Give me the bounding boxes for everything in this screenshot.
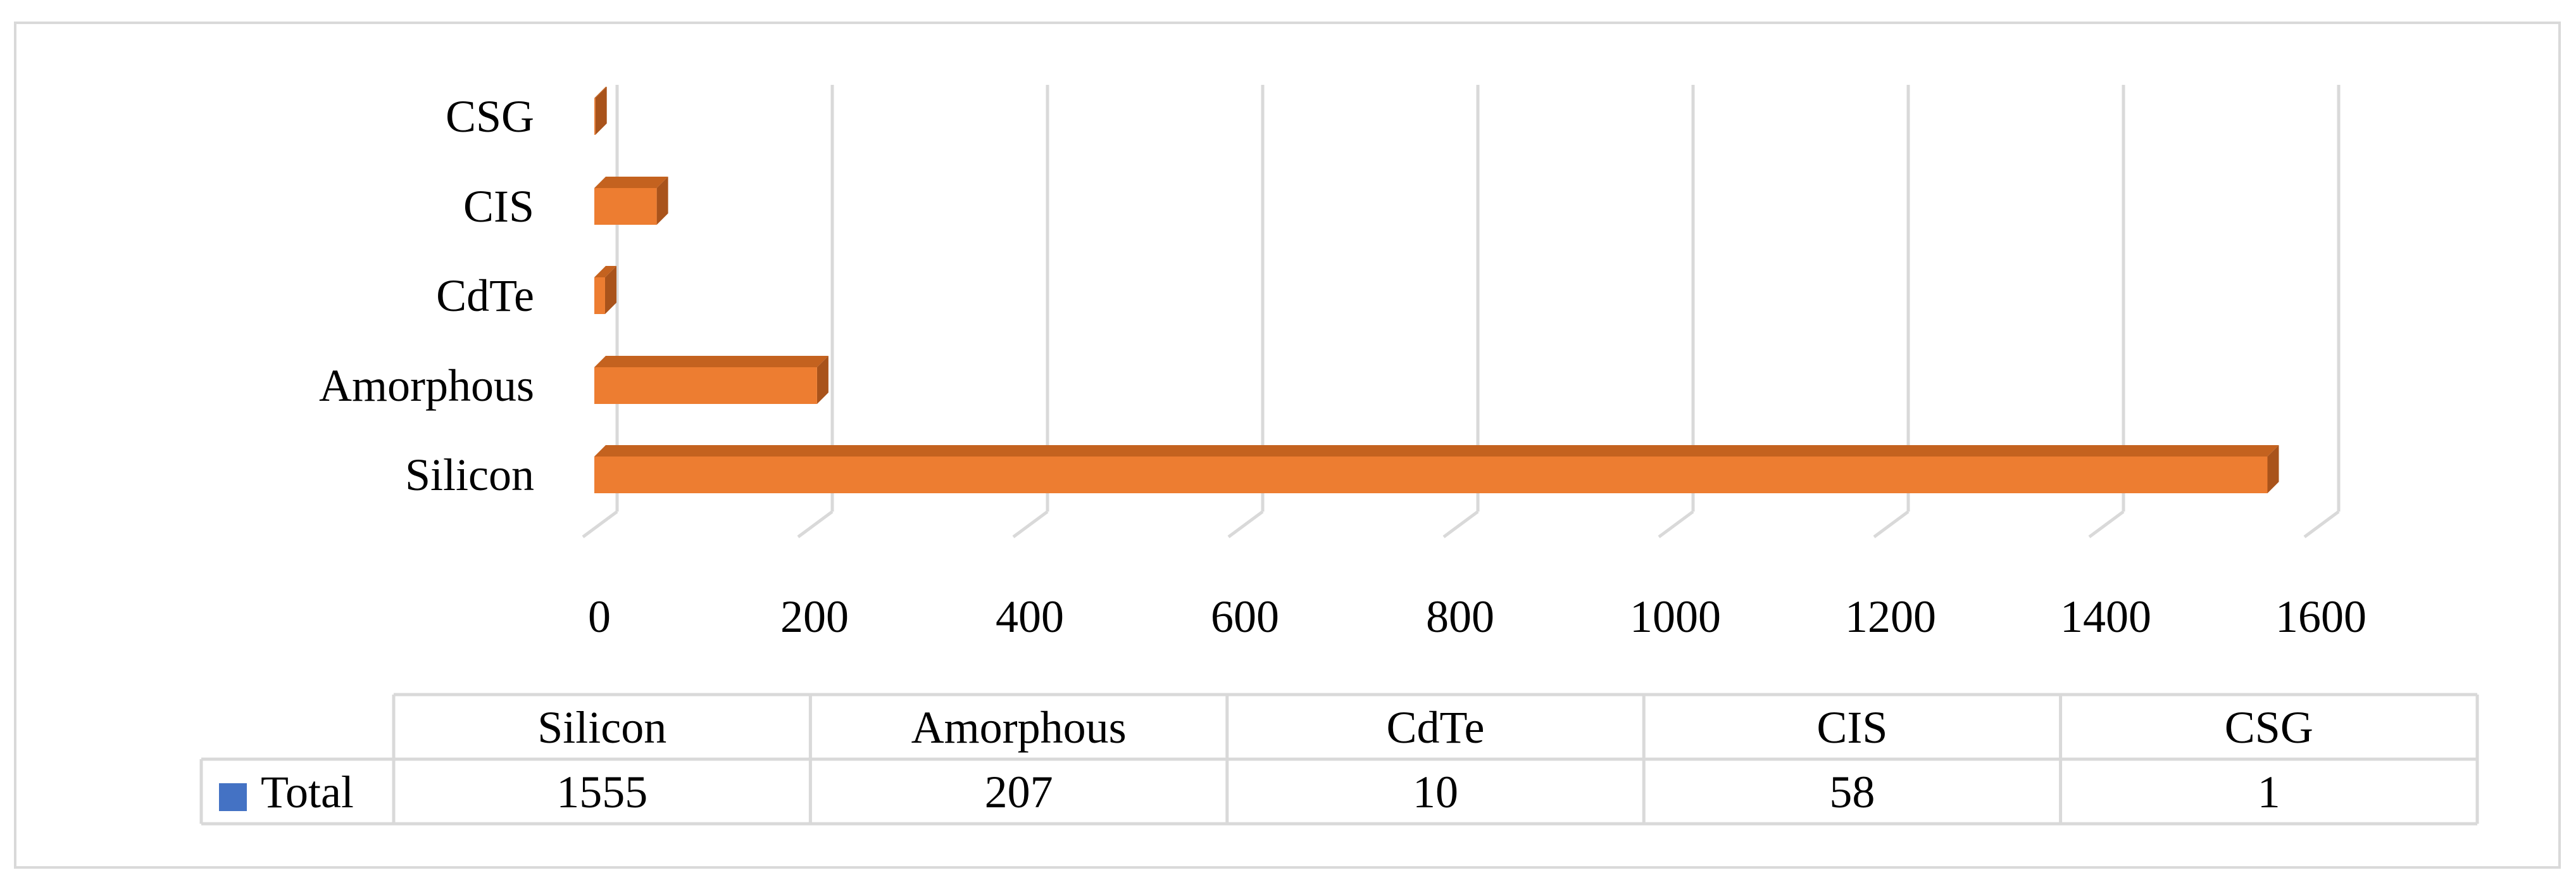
bars-layer — [594, 87, 2279, 493]
chart-frame: Silicon Amorphous CdTe CIS CSG 0 200 400 600 800… — [14, 22, 2561, 869]
x-axis-tick-labels: 0 200 400 600 800 1000 1200 1400 1600 — [588, 591, 2367, 642]
gridline-floor-0 — [582, 510, 618, 539]
x-tick-label-1400: 1400 — [2060, 591, 2151, 642]
x-tick-label-400: 400 — [996, 591, 1064, 642]
table-value-cis: 58 — [1829, 767, 1875, 817]
bar-top-csg — [594, 87, 607, 98]
bar-front-amorphous — [594, 367, 817, 404]
bar-side-csg — [595, 87, 607, 135]
bar-front-csg — [594, 98, 596, 135]
category-labels: Silicon Amorphous CdTe CIS CSG — [319, 91, 534, 500]
bar-silicon — [594, 445, 2279, 493]
bar-top-silicon — [594, 445, 2279, 457]
gridline-floor-800 — [1442, 510, 1479, 539]
bar-front-cis — [594, 188, 657, 225]
bar-side-silicon — [2267, 445, 2279, 493]
bar-cdte — [594, 266, 616, 314]
category-label-amorphous: Amorphous — [319, 360, 534, 411]
bar-side-cdte — [605, 266, 616, 314]
gridline-floor-600 — [1227, 510, 1264, 539]
bar-side-amorphous — [816, 356, 828, 404]
bar-top-amorphous — [594, 356, 828, 367]
x-tick-label-1200: 1200 — [1845, 591, 1936, 642]
table-value-amorphous: 207 — [985, 767, 1053, 817]
table-value-csg: 1 — [2258, 767, 2280, 817]
bar-front-silicon — [594, 457, 2268, 493]
table-value-cdte: 10 — [1413, 767, 1458, 817]
x-tick-label-800: 800 — [1426, 591, 1494, 642]
category-label-cdte: CdTe — [436, 270, 534, 321]
x-tick-label-1000: 1000 — [1630, 591, 1721, 642]
bar-amorphous — [594, 356, 828, 404]
category-label-csg: CSG — [446, 91, 534, 142]
table-header-cdte: CdTe — [1387, 702, 1485, 753]
x-tick-label-600: 600 — [1211, 591, 1279, 642]
table-value-silicon: 1555 — [556, 767, 647, 817]
category-label-cis: CIS — [463, 181, 534, 232]
gridline-floor-1000 — [1658, 510, 1694, 539]
bar-csg — [594, 87, 607, 135]
x-tick-label-200: 200 — [780, 591, 849, 642]
gridline-floor-1600 — [2303, 510, 2340, 539]
gridline-floor-1200 — [1873, 510, 1910, 539]
gridline-floor-200 — [797, 510, 834, 539]
gridline-floor-1400 — [2088, 510, 2125, 539]
bar-top-cis — [594, 177, 668, 188]
grid-layer — [582, 85, 2341, 539]
data-table: Silicon 1555 Amorphous 207 CdTe 10 CIS 58 CSG 1 To… — [199, 693, 2479, 826]
x-tick-label-0: 0 — [588, 591, 611, 642]
bar-front-cdte — [594, 277, 605, 314]
table-header-silicon: Silicon — [537, 702, 666, 753]
table-header-amorphous: Amorphous — [911, 702, 1127, 753]
table-header-csg: CSG — [2225, 702, 2313, 753]
gridline-floor-400 — [1012, 510, 1049, 539]
table-row-label-total: Total — [261, 767, 354, 817]
bar-cis — [594, 177, 668, 225]
category-label-silicon: Silicon — [405, 450, 534, 500]
bar-top-cdte — [594, 266, 616, 277]
table-header-cis: CIS — [1816, 702, 1887, 753]
bar-chart: Silicon Amorphous CdTe CIS CSG 0 200 400 600 800… — [199, 85, 2479, 826]
bar-side-cis — [656, 177, 668, 225]
legend-key-total — [219, 783, 247, 811]
x-tick-label-1600: 1600 — [2275, 591, 2367, 642]
